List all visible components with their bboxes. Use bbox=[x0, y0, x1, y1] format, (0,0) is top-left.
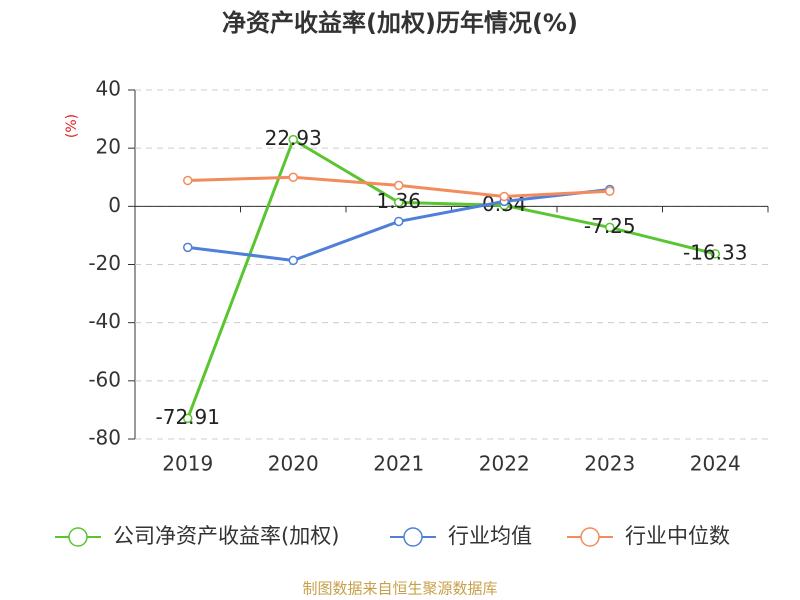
data-point bbox=[183, 413, 193, 424]
y-axis-label: (%) bbox=[64, 114, 80, 138]
data-point bbox=[288, 172, 298, 182]
data-point bbox=[288, 255, 298, 266]
data-point bbox=[183, 242, 193, 253]
y-tick-label: 40 bbox=[96, 77, 121, 101]
x-tick-label: 2023 bbox=[584, 452, 635, 476]
legend-label: 公司净资产收益率(加权) bbox=[113, 524, 339, 548]
data-point bbox=[394, 216, 404, 227]
legend-label: 行业均值 bbox=[448, 524, 532, 548]
data-label: -16.33 bbox=[683, 240, 747, 264]
x-tick-label: 2021 bbox=[373, 452, 424, 476]
data-point bbox=[288, 134, 298, 145]
data-label: 1.36 bbox=[376, 189, 421, 213]
y-tick-label: -60 bbox=[88, 367, 121, 391]
data-point bbox=[183, 175, 193, 186]
series-line bbox=[186, 137, 716, 419]
y-tick-label: -20 bbox=[88, 251, 121, 275]
footer: 制图数据来自恒生聚源数据库 bbox=[302, 580, 497, 598]
y-tick-label: -40 bbox=[88, 309, 121, 333]
y-tick-label: -80 bbox=[88, 426, 121, 450]
x-tick-label: 2024 bbox=[690, 452, 741, 476]
x-tick-label: 2020 bbox=[268, 452, 319, 476]
data-point bbox=[605, 222, 615, 233]
data-point bbox=[605, 186, 615, 196]
y-tick-label: 0 bbox=[108, 193, 121, 217]
chart-title: 净资产收益率(加权)历年情况(%) bbox=[222, 9, 578, 37]
data-point bbox=[499, 191, 509, 202]
legend-marker bbox=[403, 527, 423, 547]
x-tick-label: 2019 bbox=[162, 452, 213, 476]
legend-marker bbox=[68, 527, 88, 547]
x-tick-label: 2022 bbox=[479, 452, 530, 476]
data-label: 22.93 bbox=[265, 126, 322, 150]
legend-marker bbox=[580, 527, 600, 547]
legend-label: 行业中位数 bbox=[625, 524, 730, 548]
data-point bbox=[394, 180, 404, 191]
data-label: -72.91 bbox=[156, 405, 220, 429]
y-tick-label: 20 bbox=[96, 135, 121, 159]
data-label: -7.25 bbox=[584, 214, 636, 238]
data-point bbox=[394, 197, 404, 208]
data-point bbox=[710, 249, 720, 259]
